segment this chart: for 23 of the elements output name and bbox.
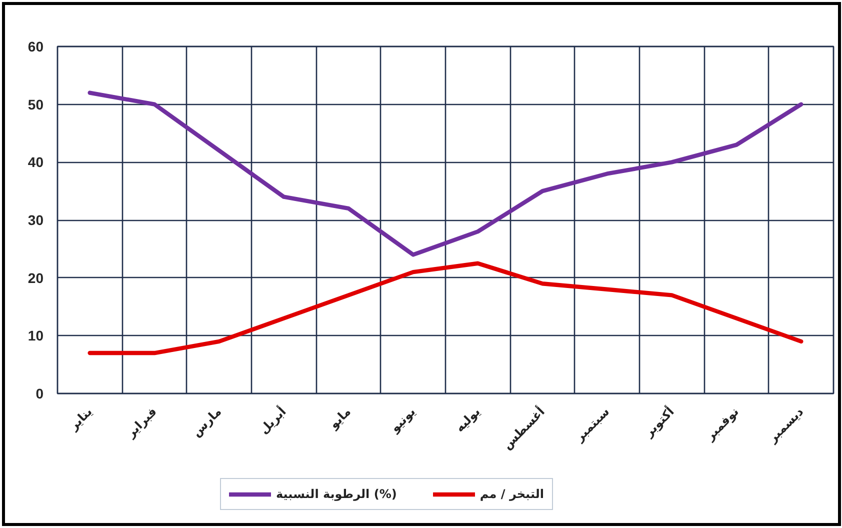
x-tick-label: يناير <box>66 404 95 434</box>
y-tick-label: 10 <box>28 328 44 344</box>
legend-label: التبخر / مم <box>480 487 544 501</box>
x-tick-label: سبتمبر <box>572 404 612 445</box>
y-tick-label: 30 <box>28 212 44 228</box>
x-tick-label: فبراير <box>123 404 160 441</box>
y-tick-label: 20 <box>28 270 44 286</box>
x-tick-label: مارس <box>189 404 224 440</box>
x-tick-label: نوفمبر <box>702 404 742 444</box>
x-tick-label: أكتوبر <box>640 404 677 440</box>
y-tick-label: 60 <box>28 38 44 54</box>
line-series <box>88 90 804 257</box>
x-tick-label: أبريل <box>256 404 289 437</box>
y-tick-label: 40 <box>28 154 44 170</box>
x-tick-label: أغسطس <box>499 404 548 452</box>
y-tick-label: 0 <box>36 386 44 402</box>
x-tick-label: مايو <box>326 404 354 432</box>
legend-label: الرطوبة النسبية (%) <box>276 487 397 501</box>
line-series <box>88 261 804 356</box>
x-tick-label: يوليه <box>452 404 483 435</box>
x-tick-label: ديسمبر <box>764 404 806 446</box>
x-tick-label: يونيو <box>387 404 418 436</box>
y-tick-label: 50 <box>28 96 44 112</box>
